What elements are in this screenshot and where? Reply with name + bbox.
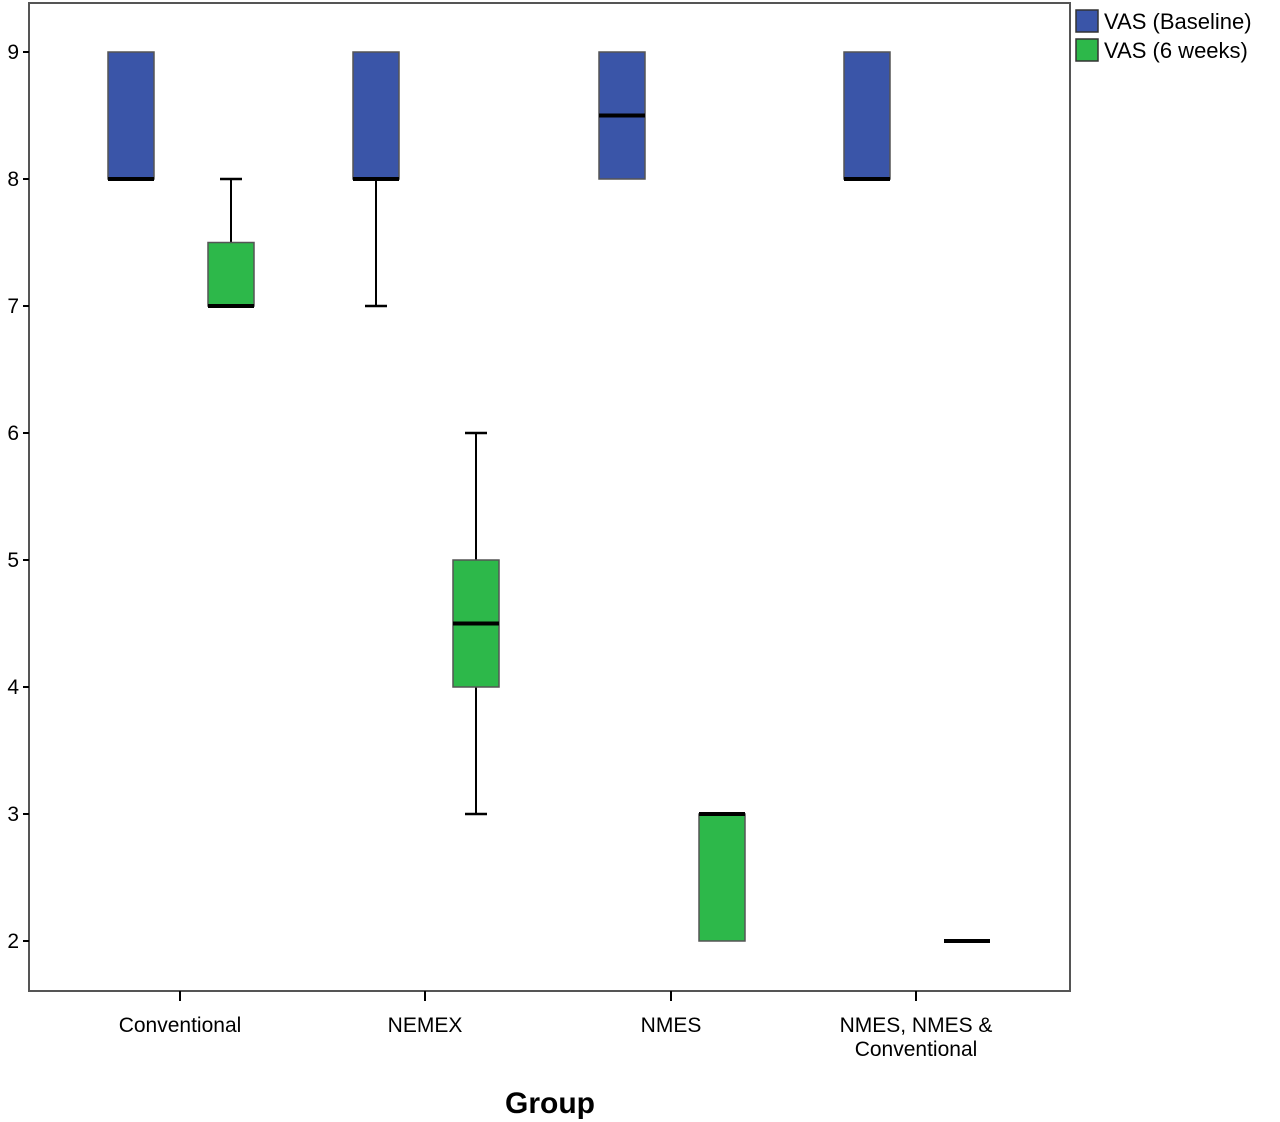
x-category-label: NMES xyxy=(641,1014,702,1037)
legend-swatch xyxy=(1075,38,1099,62)
box-body xyxy=(352,51,400,180)
x-category-label-line2: Conventional xyxy=(855,1038,978,1061)
x-axis: Conventional NEMEX NMES NMES, NMES &Convent… xyxy=(119,991,993,1061)
y-tick-label: 7 xyxy=(7,295,19,318)
box-baseline-3 xyxy=(843,51,891,181)
y-tick-label: 5 xyxy=(7,549,19,572)
x-axis-title: Group xyxy=(505,1087,595,1120)
box-body xyxy=(207,241,255,307)
box-baseline-1 xyxy=(352,51,400,308)
y-tick-label: 3 xyxy=(7,803,19,826)
box-body xyxy=(698,813,746,942)
y-axis: 2 3 4 5 6 7 8 9 xyxy=(7,41,29,953)
legend-label: VAS (Baseline) xyxy=(1104,9,1252,34)
x-category-label: NEMEX xyxy=(388,1014,463,1037)
box-six-weeks-0 xyxy=(207,177,255,308)
box-series-group xyxy=(107,51,990,943)
plot-frame xyxy=(28,2,1071,992)
box-baseline-0 xyxy=(107,51,155,181)
x-category-label: NMES, NMES & xyxy=(840,1014,993,1037)
legend-label: VAS (6 weeks) xyxy=(1104,38,1248,63)
legend-swatch xyxy=(1075,9,1099,33)
box-baseline-2 xyxy=(598,51,646,180)
y-tick-label: 8 xyxy=(7,168,19,191)
box-body xyxy=(107,51,155,180)
y-tick-label: 9 xyxy=(7,41,19,64)
box-six-weeks-1 xyxy=(452,431,500,816)
box-six-weeks-2 xyxy=(698,812,746,942)
y-tick-label: 6 xyxy=(7,422,19,445)
box-body xyxy=(843,51,891,180)
y-tick-label: 4 xyxy=(7,676,19,699)
x-category-label: Conventional xyxy=(119,1014,242,1037)
y-tick-label: 2 xyxy=(7,930,19,953)
legend: VAS (Baseline) VAS (6 weeks) xyxy=(1075,9,1252,63)
